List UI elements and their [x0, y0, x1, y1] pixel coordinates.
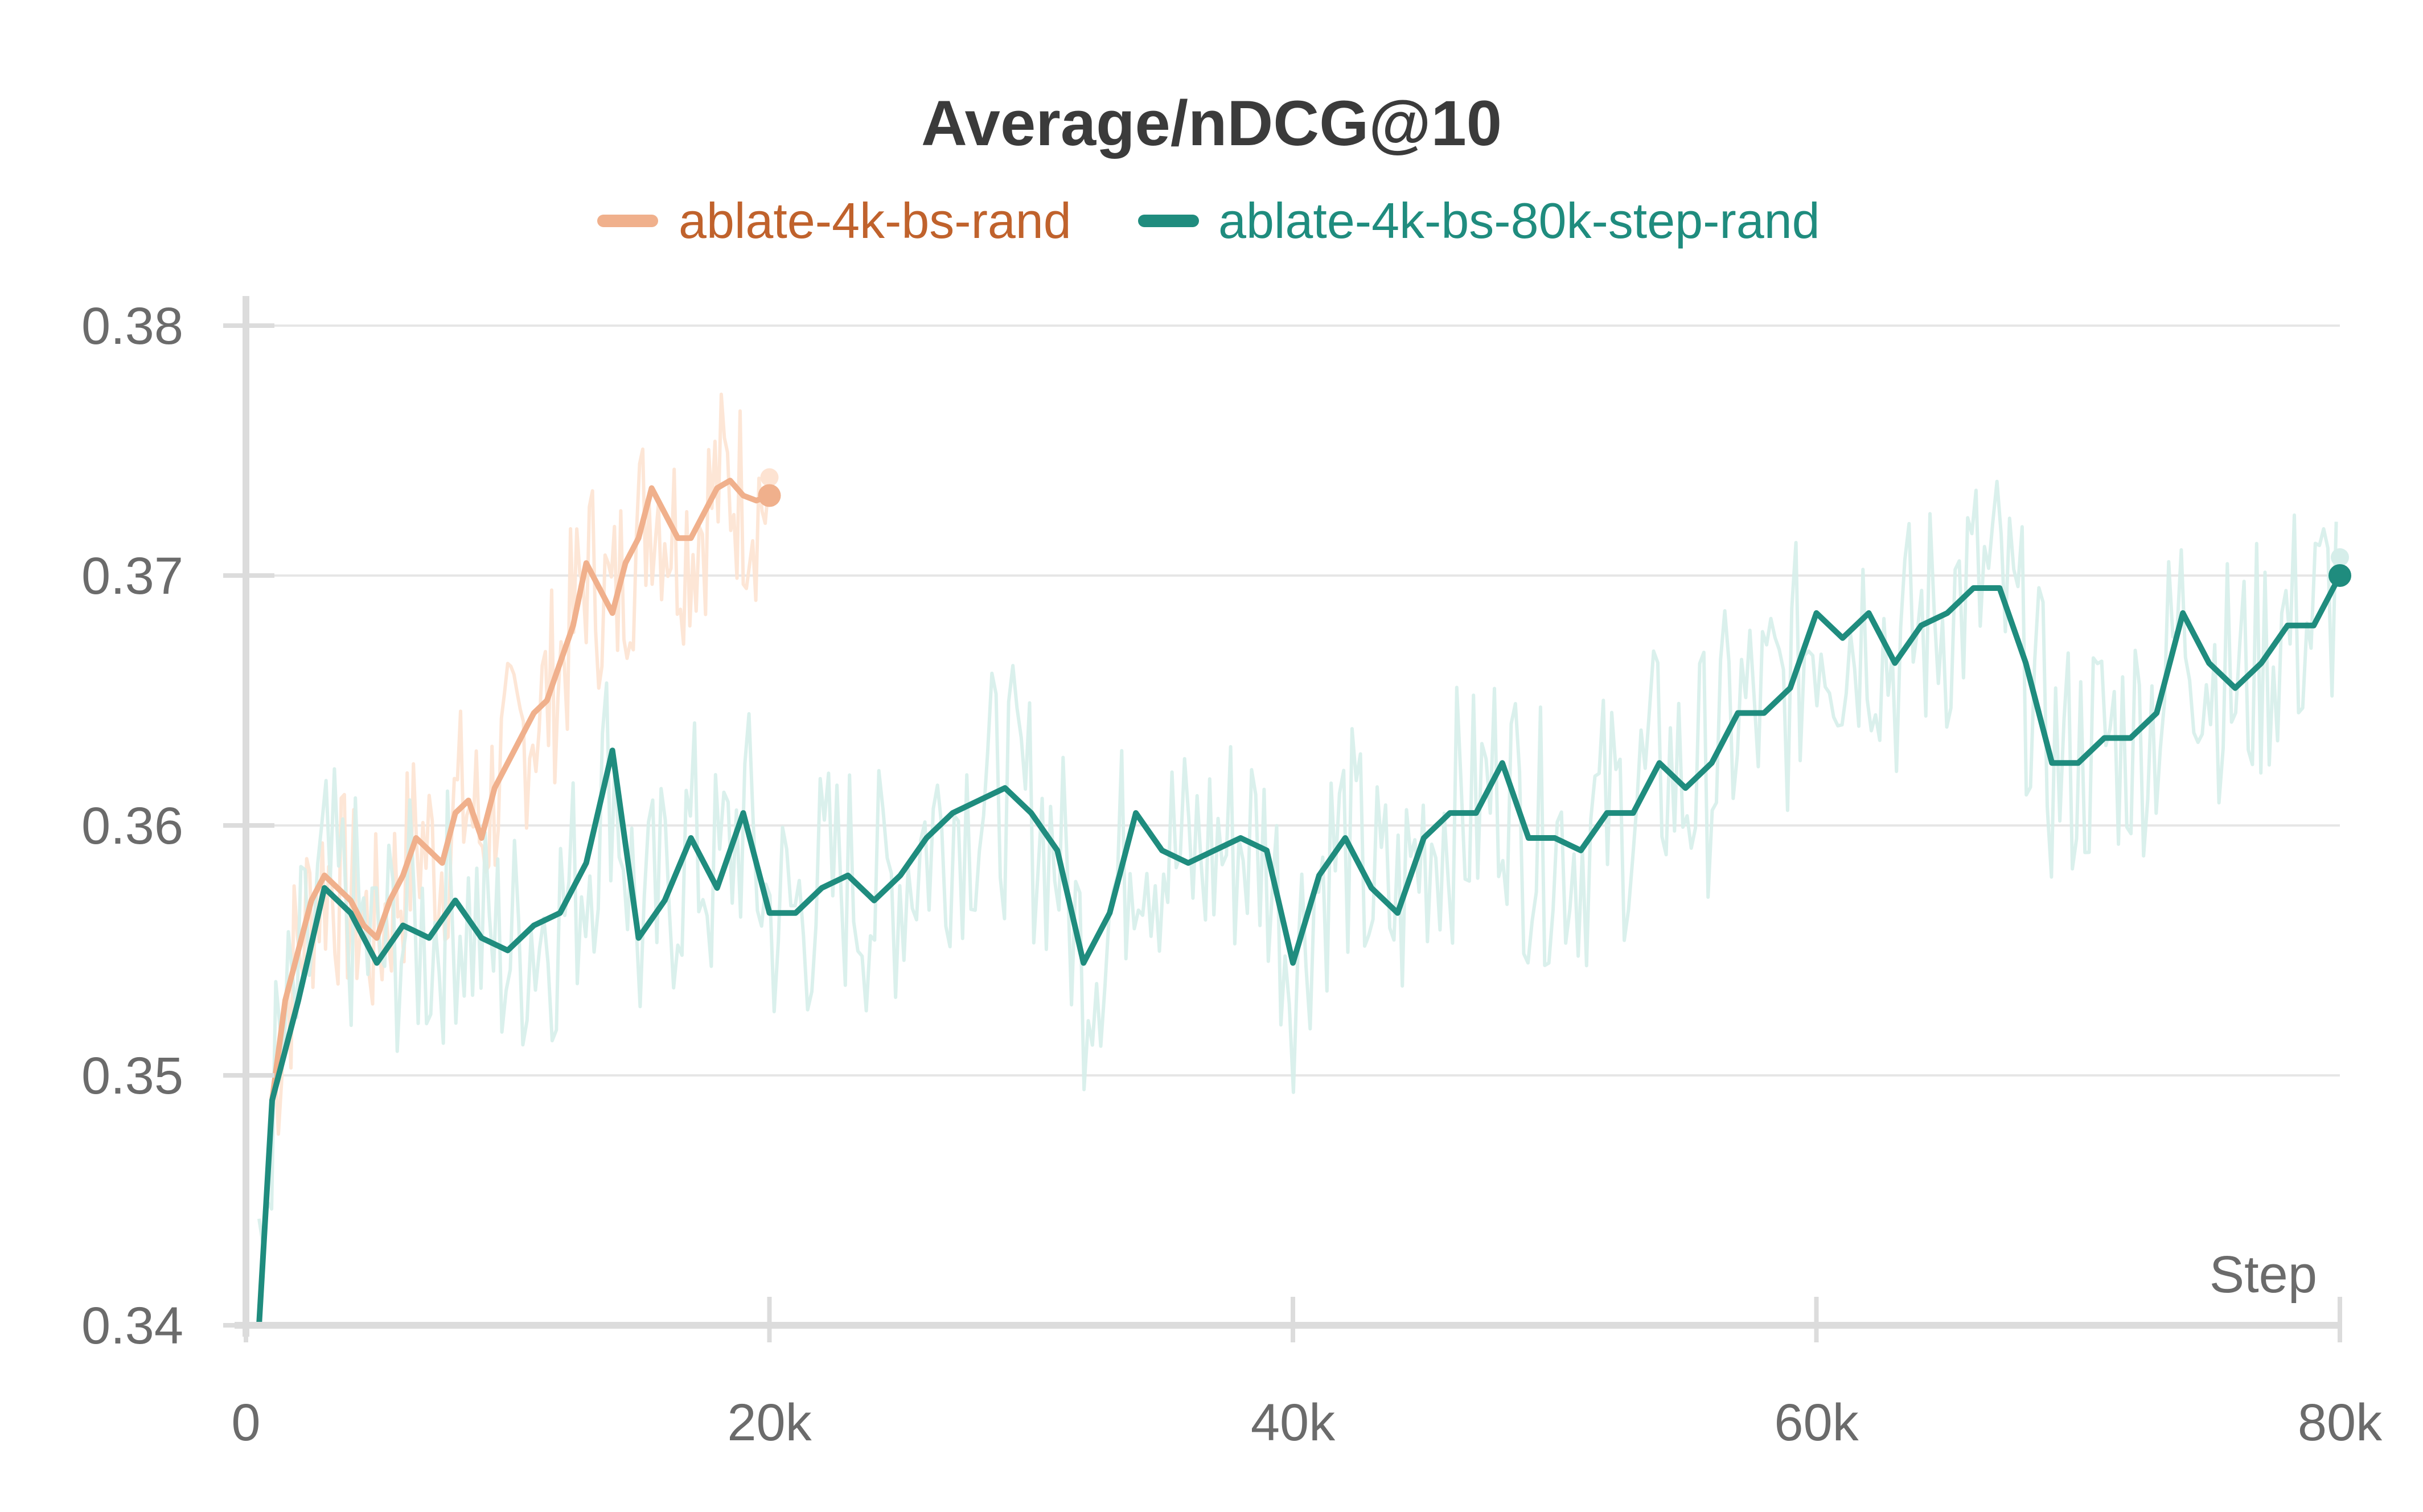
raw-trace-1 — [257, 479, 2338, 1248]
x-tick-label: 80k — [2298, 1394, 2383, 1452]
x-axis-label: Step — [2210, 1246, 2317, 1304]
x-tick-label: 60k — [1774, 1394, 1859, 1452]
series-end-ghost-point-0 — [760, 468, 779, 487]
x-tick-label: 20k — [727, 1394, 812, 1452]
y-tick-label: 0.38 — [81, 297, 183, 355]
series-line-1[interactable] — [256, 574, 2343, 1326]
x-tick-label: 40k — [1251, 1394, 1336, 1452]
y-tick-label: 0.37 — [81, 547, 183, 605]
x-tick-label: 0 — [231, 1394, 260, 1452]
y-tick-label: 0.34 — [81, 1297, 183, 1355]
legend: ablate-4k-bs-rand ablate-4k-bs-80k-step-… — [597, 192, 1820, 249]
series-end-ghost-point-1 — [2331, 548, 2349, 566]
legend-label-1[interactable]: ablate-4k-bs-80k-step-rand — [1218, 192, 1820, 249]
legend-label-0[interactable]: ablate-4k-bs-rand — [679, 192, 1071, 249]
axes — [223, 296, 2342, 1342]
series-end-point-1[interactable] — [2328, 564, 2351, 587]
y-tick-label: 0.35 — [81, 1047, 183, 1105]
series-end-point-0[interactable] — [758, 484, 781, 507]
y-tick-label: 0.36 — [81, 797, 183, 855]
series-lines — [256, 468, 2351, 1326]
chart-title: Average/nDCG@10 — [921, 88, 1502, 159]
raw-series-shadow — [257, 392, 2338, 1248]
series-line-0[interactable] — [269, 478, 771, 1101]
tick-labels: 0.34 0.35 0.36 0.37 0.38 0 20k 40k 60k 80k — [81, 297, 2383, 1452]
